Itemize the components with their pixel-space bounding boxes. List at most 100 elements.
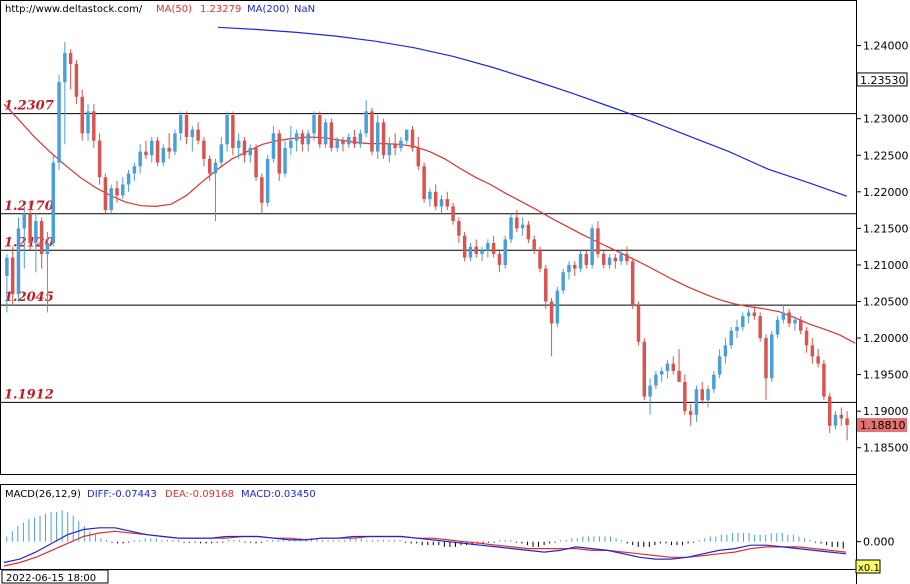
candle-body	[601, 253, 606, 265]
level-label: 1.2045	[4, 290, 54, 305]
candle-body	[115, 188, 119, 196]
candle	[515, 210, 519, 233]
candle	[341, 136, 345, 152]
candle	[787, 308, 791, 328]
price-tick-label: 1.20000	[863, 332, 909, 345]
candle-body	[659, 370, 664, 375]
candle-body	[468, 246, 473, 258]
candle	[294, 129, 299, 152]
candle-body	[717, 356, 722, 375]
candle-body	[347, 136, 351, 145]
candle	[364, 100, 368, 137]
candle-body	[700, 389, 704, 401]
candle-body	[161, 147, 166, 163]
candle	[573, 261, 577, 276]
candle	[746, 308, 751, 324]
candle	[323, 118, 328, 148]
candle-body	[515, 217, 519, 229]
candle-body	[694, 389, 699, 415]
candle-body	[520, 224, 525, 229]
candle	[526, 221, 531, 243]
candle	[555, 286, 560, 328]
candle-body	[630, 261, 635, 306]
candle-body	[683, 381, 687, 412]
candle-body	[341, 140, 345, 145]
candle	[213, 158, 218, 222]
zoom-box[interactable]	[855, 559, 881, 574]
candle	[184, 111, 189, 145]
candle	[596, 221, 600, 258]
candle-body	[491, 243, 496, 254]
candle	[207, 155, 212, 181]
candle	[121, 177, 125, 200]
candle	[236, 133, 241, 159]
candle-body	[213, 162, 218, 174]
candle	[741, 312, 745, 331]
candle-body	[636, 305, 641, 342]
candle-body	[578, 253, 583, 269]
candle-body	[248, 147, 253, 156]
candle	[677, 349, 681, 382]
level-label: 1.2307	[4, 99, 54, 114]
candle	[706, 385, 710, 408]
candle-body	[300, 133, 305, 145]
candle-body	[445, 199, 450, 207]
price-axis: 1.240001.235001.230001.225001.220001.215…	[856, 40, 909, 455]
candle-body	[619, 253, 623, 262]
candle-body	[486, 243, 490, 251]
candle	[265, 155, 270, 207]
candle-body	[86, 111, 90, 134]
candle-body	[254, 147, 258, 178]
candle	[242, 136, 247, 163]
ma200-value: NaN	[294, 4, 315, 15]
candle-body	[827, 396, 832, 426]
candle	[10, 246, 15, 306]
candle	[636, 301, 641, 346]
source-url[interactable]: http://www.deltastock.com/	[5, 4, 143, 15]
candle-body	[654, 374, 658, 386]
candle	[306, 129, 310, 152]
candle-body	[103, 177, 108, 211]
candle-body	[688, 411, 693, 415]
macd-value: MACD:0.03450	[241, 489, 316, 500]
candle-body	[178, 115, 183, 134]
candle-body	[335, 140, 339, 148]
candle-body	[121, 184, 125, 196]
candle	[451, 202, 455, 225]
candle-body	[839, 414, 844, 419]
candle-body	[665, 363, 670, 371]
ma50-value: 1.23279	[200, 4, 241, 15]
candle	[445, 191, 450, 211]
candle	[318, 111, 322, 148]
candle	[167, 133, 171, 159]
candle-body	[648, 385, 652, 397]
macd-tick-label: 0.000	[863, 536, 895, 549]
candle	[659, 367, 664, 382]
candle	[613, 253, 618, 269]
candle	[34, 213, 38, 273]
candle-body	[155, 140, 160, 163]
ma200-path	[217, 26, 848, 197]
candle	[410, 126, 415, 152]
ma50-line	[3, 103, 856, 344]
candle	[439, 195, 444, 214]
candle	[486, 239, 490, 258]
macd-name: MACD(26,12,9)	[5, 489, 81, 500]
candle-body	[167, 147, 171, 152]
candlestick-series	[5, 41, 849, 441]
candle	[428, 188, 432, 207]
candle-body	[712, 374, 716, 390]
candle-body	[607, 257, 612, 265]
candle	[352, 129, 357, 148]
zoom-level[interactable]: x0.1	[858, 563, 880, 574]
candle	[57, 74, 61, 170]
candle	[97, 133, 102, 185]
candle-body	[381, 122, 386, 156]
candle	[283, 140, 287, 178]
candle	[775, 316, 780, 339]
candle-body	[439, 199, 444, 207]
candle	[289, 126, 293, 156]
candle-body	[393, 144, 397, 148]
macd-diff-value: DIFF:-0.07443	[87, 489, 157, 500]
ma50-label: MA(50)	[156, 4, 192, 15]
